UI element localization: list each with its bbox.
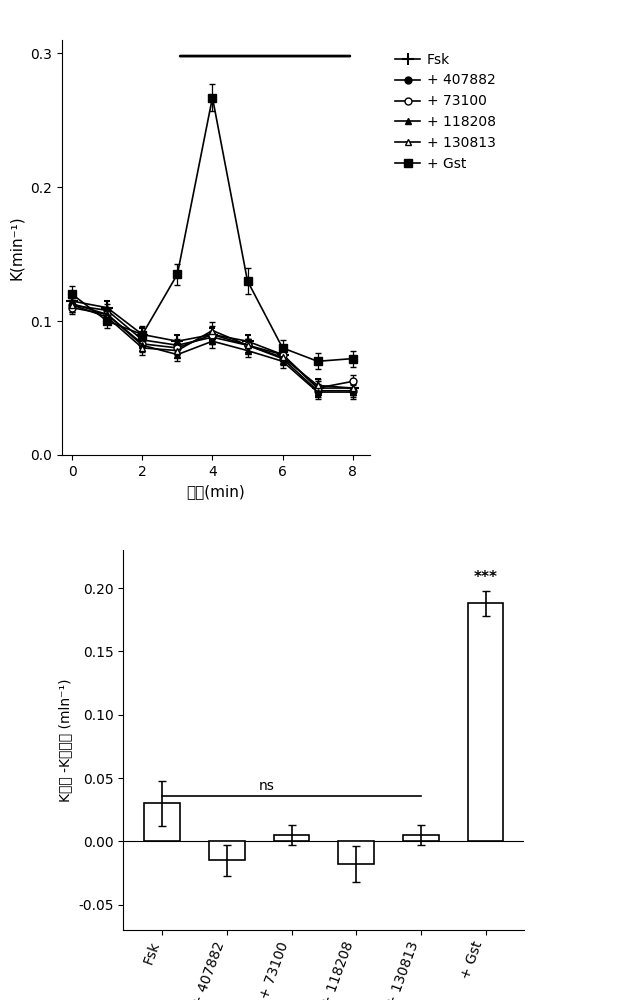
Y-axis label: K(min⁻¹): K(min⁻¹) bbox=[9, 215, 25, 280]
Text: ***: *** bbox=[474, 570, 498, 585]
Bar bbox=[274, 835, 309, 841]
Bar bbox=[144, 803, 180, 841]
Bar bbox=[403, 835, 439, 841]
Bar bbox=[339, 841, 374, 864]
Legend: Fsk, + 407882, + 73100, + 118208, + 130813, + Gst: Fsk, + 407882, + 73100, + 118208, + 1308… bbox=[389, 47, 502, 177]
Y-axis label: K峰値 -K基底値 (mln⁻¹): K峰値 -K基底値 (mln⁻¹) bbox=[59, 678, 73, 802]
Bar bbox=[209, 841, 245, 860]
Bar bbox=[468, 603, 503, 841]
Text: ns: ns bbox=[259, 779, 275, 793]
X-axis label: 时间(min): 时间(min) bbox=[186, 484, 246, 499]
